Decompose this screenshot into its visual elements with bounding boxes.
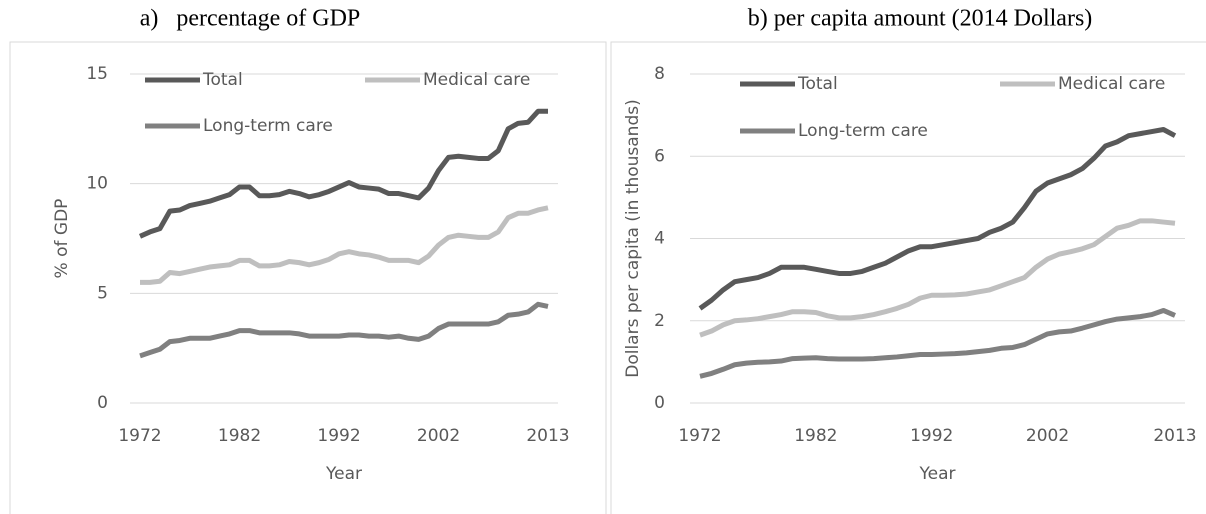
legend-label: Medical care [423,70,530,90]
y-tick-label: 2 [654,311,665,331]
x-tick-label: 1982 [218,426,261,446]
x-tick-label: 2013 [1153,426,1196,446]
legend-label: Long-term care [203,116,333,136]
chart-title: b) per capita amount (2014 Dollars) [748,6,1093,32]
y-tick-label: 5 [97,283,108,303]
x-tick-label: 2002 [417,426,460,446]
series-line [699,218,1176,338]
x-tick-label: 1982 [794,426,837,446]
legend-label: Total [797,74,838,94]
series-line [699,307,1176,379]
x-tick-label: 2002 [1026,426,1069,446]
panel-frame [9,41,607,514]
y-axis-label: % of GDP [52,199,72,279]
y-tick-label: 4 [654,229,665,249]
chart-title: a) percentage of GDP [140,6,361,32]
x-tick-label: 2013 [526,426,569,446]
series-line [698,127,1177,311]
x-axis-label: Year [325,464,362,484]
panel-frame [610,41,1206,514]
series-line [138,108,548,239]
y-tick-label: 0 [654,393,665,413]
y-tick-label: 8 [654,64,665,84]
series-line [139,301,549,359]
y-tick-label: 6 [654,146,665,166]
y-axis-label: Dollars per capita (in thousands) [623,99,643,378]
legend-label: Total [202,70,243,90]
x-tick-label: 1972 [678,426,721,446]
y-tick-label: 0 [97,393,108,413]
series-line [140,205,549,285]
y-tick-label: 15 [86,64,108,84]
x-tick-label: 1972 [118,426,161,446]
legend-label: Medical care [1058,74,1165,94]
x-tick-label: 1992 [317,426,360,446]
x-tick-label: 1992 [910,426,953,446]
y-tick-label: 10 [86,174,108,194]
legend-label: Long-term care [798,121,928,141]
x-axis-label: Year [919,464,956,484]
